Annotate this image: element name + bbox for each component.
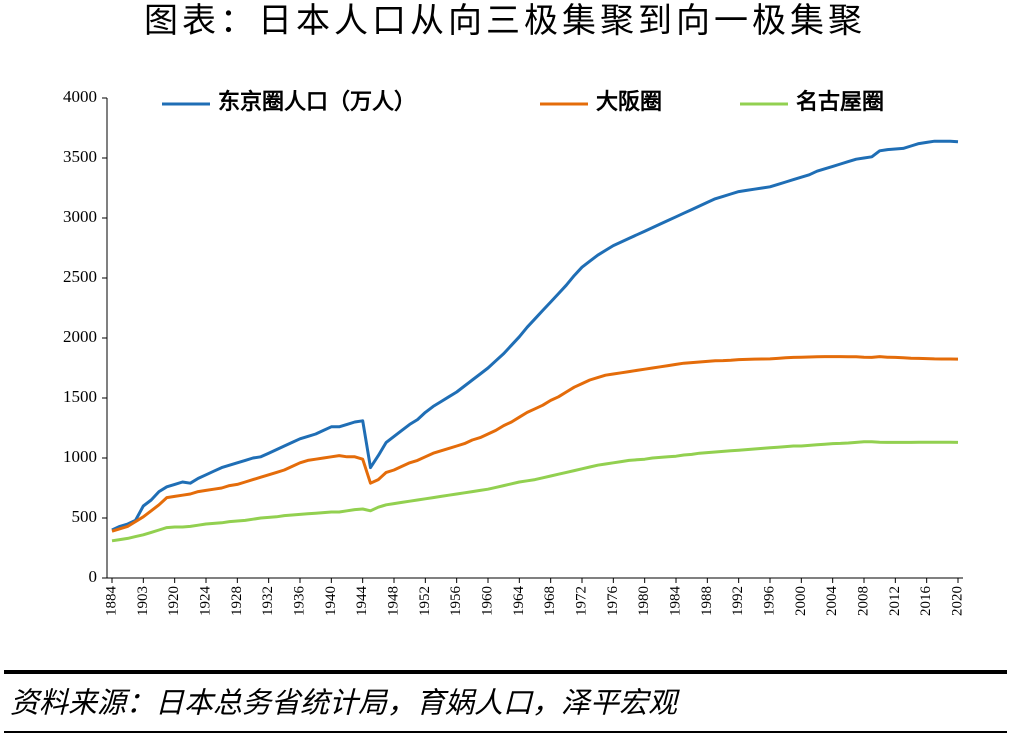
x-tick-label: 1960 [479,586,495,616]
x-tick-label: 1968 [542,586,558,616]
x-tick-label: 1992 [730,586,746,616]
x-tick-label: 1936 [291,586,307,617]
x-tick-label: 1984 [667,586,683,617]
series-line [111,440,959,543]
x-tick-label: 1988 [699,586,715,616]
y-tick-label: 3000 [63,207,97,226]
x-tick-label: 1972 [573,586,589,616]
x-tick-label: 1920 [166,586,182,616]
chart-title: 图表：日本人口从向三极集聚到向一极集聚 [144,2,866,40]
series-line [111,355,959,533]
x-tick-label: 2008 [855,586,871,616]
x-tick-label: 1932 [260,586,276,616]
source-note: 资料来源：日本总务省统计局，育娲人口，泽平宏观 [10,688,680,720]
x-tick-label: 1924 [197,586,213,617]
y-tick-label: 1000 [63,447,97,466]
x-tick-label: 1956 [448,586,464,617]
x-tick-label: 1948 [385,586,401,616]
x-tick-label: 1940 [323,586,339,616]
x-tick-label: 1976 [605,586,621,617]
y-tick-label: 1500 [63,387,97,406]
x-tick-label: 2004 [824,586,840,617]
y-tick-label: 0 [89,567,98,586]
series-line [111,139,959,532]
x-tick-label: 2000 [793,586,809,616]
legend-label: 名古屋圈 [796,89,884,114]
x-tick-label: 1964 [511,586,527,617]
x-tick-label: 1980 [636,586,652,616]
x-tick-label: 1952 [417,586,433,616]
x-tick-label: 1996 [761,586,777,617]
y-tick-label: 4000 [63,87,97,106]
legend-label: 大阪圈 [596,89,662,114]
x-tick-label: 2020 [949,586,965,616]
x-tick-label: 1903 [135,586,151,616]
x-tick-label: 2016 [918,586,934,617]
y-tick-label: 2500 [63,267,97,286]
y-tick-label: 3500 [63,147,97,166]
legend-label: 东京圈人口（万人） [218,89,416,114]
y-tick-label: 500 [72,507,98,526]
x-tick-label: 1884 [103,586,119,617]
x-tick-label: 1928 [229,586,245,616]
x-tick-label: 2012 [887,586,903,616]
x-tick-label: 1944 [354,586,370,617]
y-tick-label: 2000 [63,327,97,346]
